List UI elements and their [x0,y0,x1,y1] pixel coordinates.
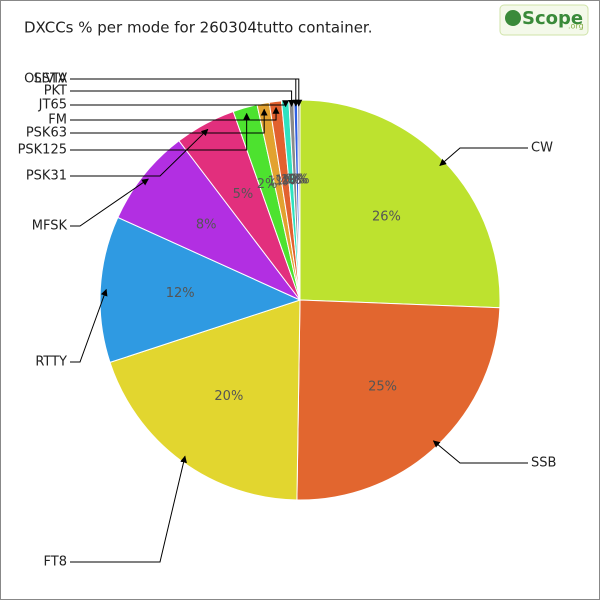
data-label: 1% [275,173,296,188]
category-label: MFSK [32,219,68,234]
leader-line [70,128,209,177]
logo-text: Scope [522,8,583,29]
data-label: 12% [166,286,195,301]
logo-icon [505,10,521,26]
category-label: RTTY [35,355,67,370]
category-label: FM [48,113,67,128]
leader-line [70,108,268,134]
category-label: JT65 [38,98,67,113]
data-label: 0% [284,173,305,188]
leader-line [70,90,296,107]
leader-line [70,455,187,563]
chart-title: DXCCs % per mode for 260304tutto contain… [24,19,373,37]
category-label: PSK125 [18,143,67,158]
leader-line [70,106,280,121]
data-label: 1% [268,175,289,190]
category-label: FT8 [44,555,67,570]
category-label: PSK31 [26,169,67,184]
data-label: 25% [368,380,397,395]
pie-slice [99,216,302,364]
logo-box [499,4,589,36]
category-label: PSK63 [26,126,67,141]
leader-line [70,112,251,151]
data-label: 5% [233,187,254,202]
logo: Scope .org [499,4,589,36]
leader-line [70,288,108,363]
category-label: CW [531,141,553,156]
leader-line [70,100,290,108]
data-label: 1% [281,173,302,188]
leader-line [70,178,149,227]
data-label: 0% [289,173,310,188]
data-label: 20% [214,389,243,404]
logo-suffix: .org [568,22,584,31]
pie-slice [117,140,301,301]
category-label: SSB [531,456,556,471]
data-label: 2% [257,177,278,192]
data-label: 26% [372,209,401,224]
data-label: 8% [196,218,217,233]
leader-line [70,78,303,107]
data-label: 0% [287,173,308,188]
category-label: PKT [44,84,67,99]
category-label: OLIVIA [24,72,67,87]
category-label: SSTV [34,72,67,87]
leader-line [439,147,528,166]
leader-line [432,440,528,464]
